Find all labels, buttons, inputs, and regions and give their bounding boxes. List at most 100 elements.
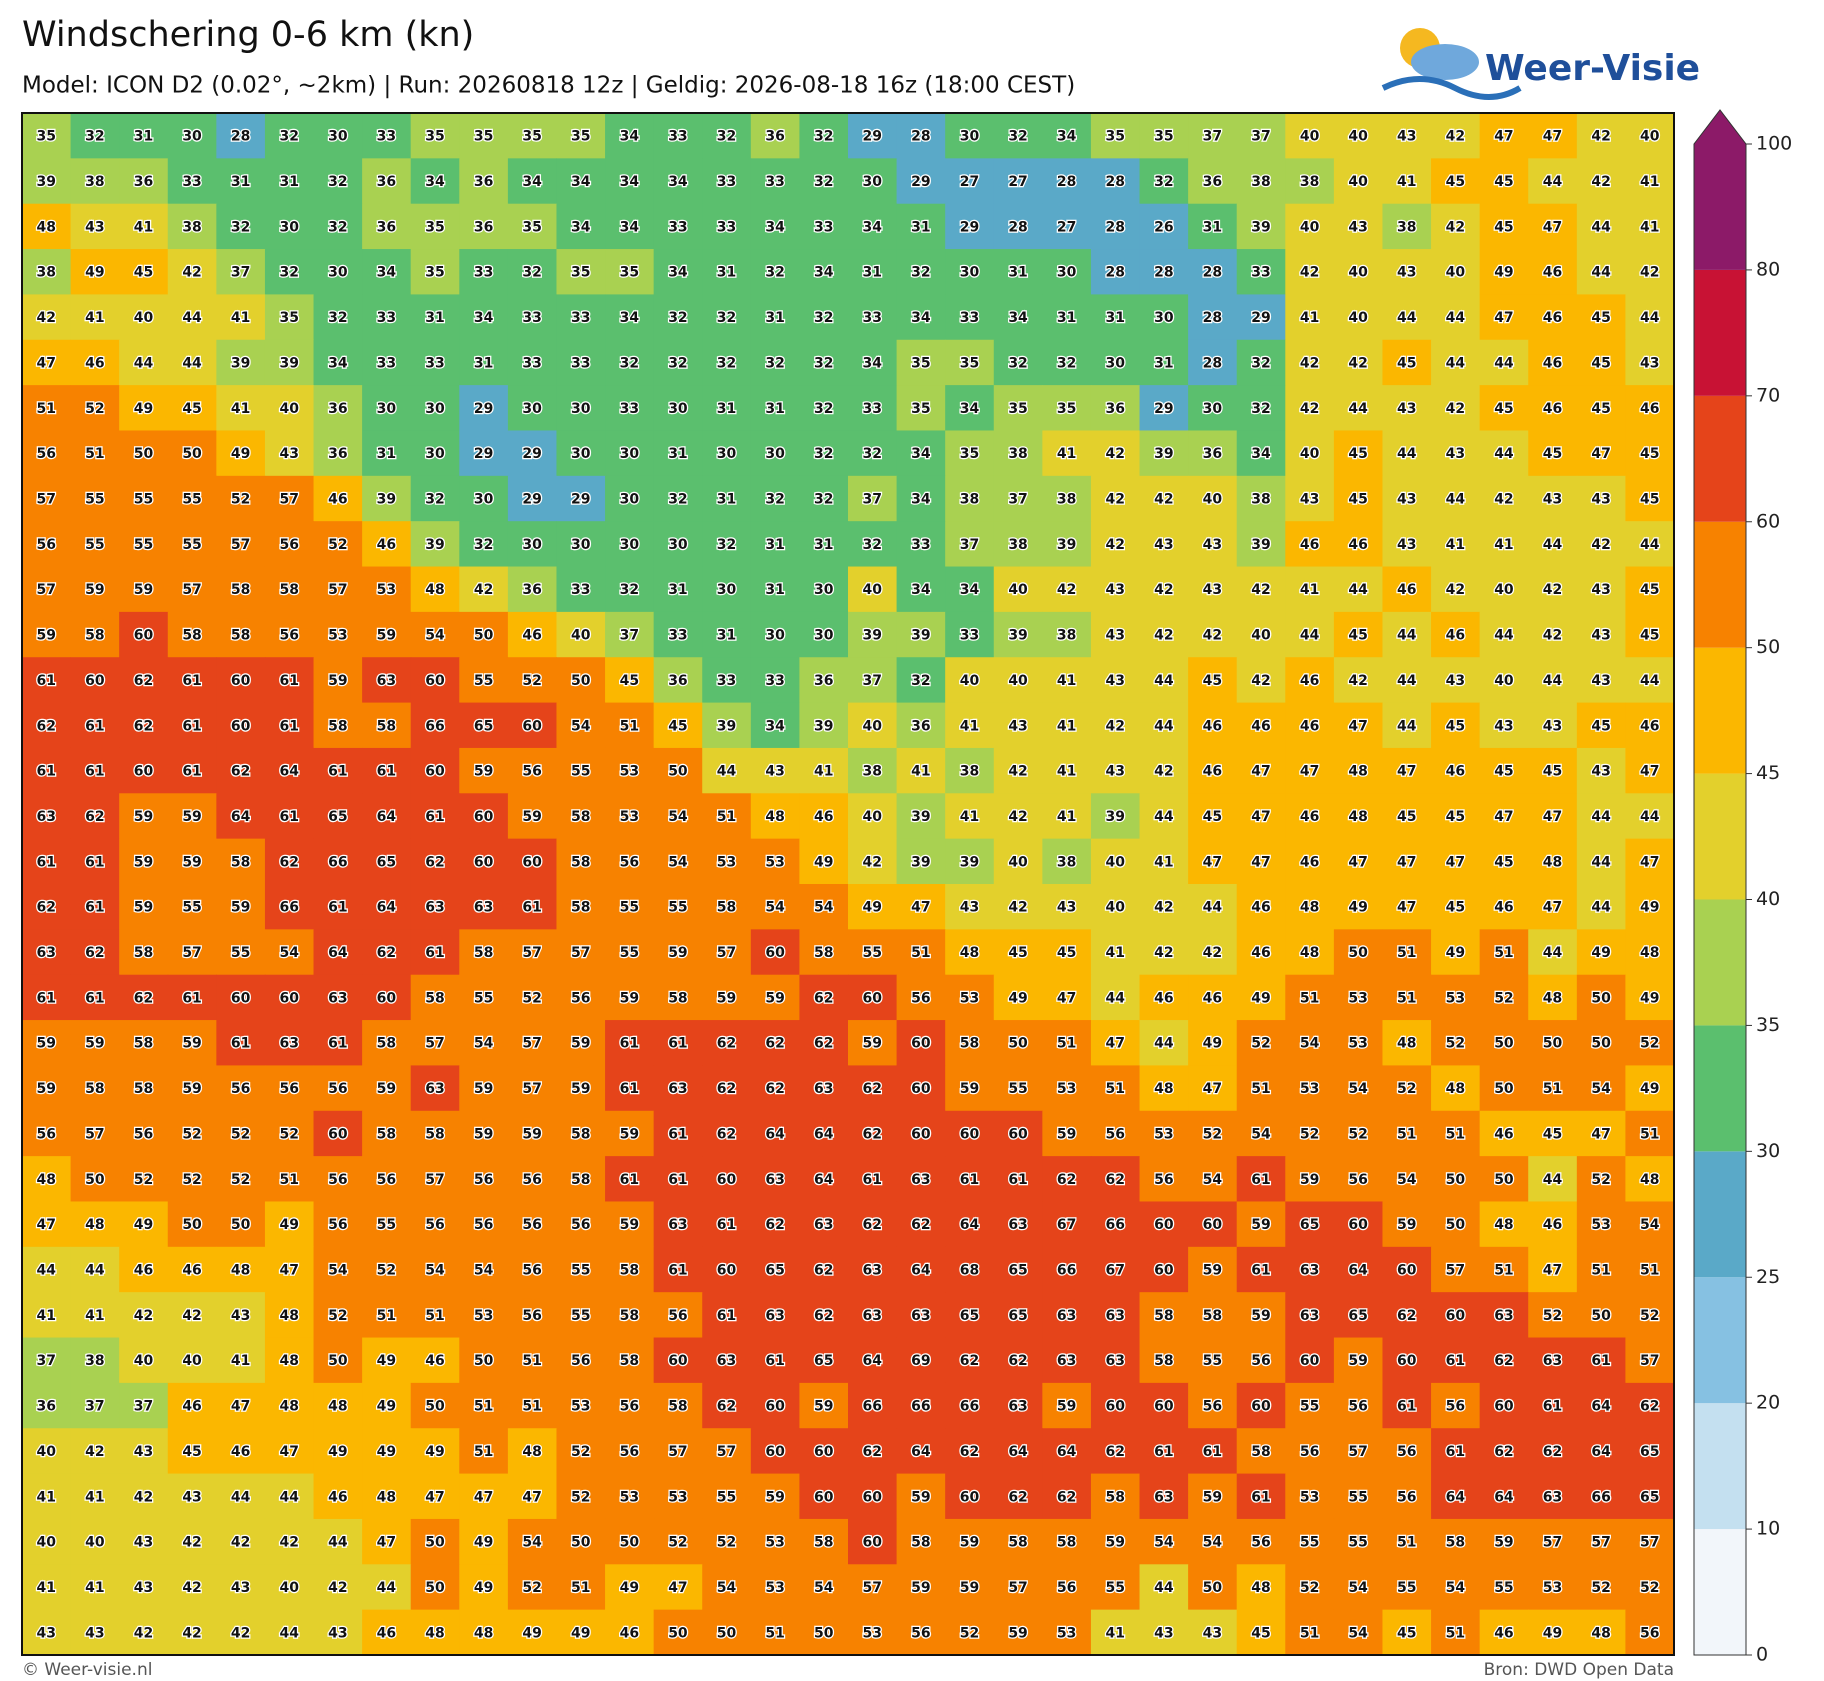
shear-value: 59 xyxy=(911,1489,930,1505)
shear-cell xyxy=(1528,249,1578,295)
shear-value: 61 xyxy=(377,764,396,780)
shear-cell xyxy=(1382,1156,1432,1202)
shear-value: 45 xyxy=(1203,809,1222,825)
shear-value: 58 xyxy=(425,1126,444,1142)
shear-cell xyxy=(119,1609,169,1656)
shear-cell xyxy=(459,929,509,976)
shear-cell xyxy=(945,1156,995,1202)
shear-value: 30 xyxy=(182,129,202,145)
shear-value: 44 xyxy=(1348,401,1368,417)
shear-cell xyxy=(653,1428,703,1475)
shear-cell xyxy=(1333,1292,1383,1339)
shear-value: 44 xyxy=(1397,310,1417,326)
shear-cell xyxy=(70,1473,120,1520)
shear-cell xyxy=(1188,1518,1238,1565)
shear-value: 62 xyxy=(863,1126,882,1142)
shear-value: 57 xyxy=(571,945,590,961)
shear-value: 61 xyxy=(85,718,104,734)
shear-value: 60 xyxy=(1494,1399,1514,1415)
shear-cell xyxy=(1042,521,1092,568)
shear-value: 59 xyxy=(134,809,153,825)
shear-value: 31 xyxy=(765,582,784,598)
shear-value: 50 xyxy=(1591,1036,1611,1052)
shear-value: 51 xyxy=(1446,1126,1465,1142)
shear-value: 62 xyxy=(717,1126,736,1142)
shear-cell xyxy=(848,929,898,976)
shear-cell xyxy=(848,884,898,930)
shear-value: 43 xyxy=(231,1308,250,1324)
shear-value: 60 xyxy=(231,990,251,1006)
shear-cell xyxy=(605,475,655,522)
shear-value: 63 xyxy=(1300,1263,1319,1279)
shear-cell xyxy=(1139,385,1189,431)
shear-value: 48 xyxy=(1251,1580,1270,1596)
shear-cell xyxy=(1576,521,1626,568)
shear-value: 44 xyxy=(1300,628,1320,644)
shear-value: 43 xyxy=(1057,900,1076,916)
shear-cell xyxy=(1479,793,1529,840)
shear-value: 66 xyxy=(279,900,298,916)
shear-cell xyxy=(1528,1065,1578,1112)
shear-cell xyxy=(702,339,752,386)
shear-value: 43 xyxy=(1397,129,1416,145)
shear-value: 60 xyxy=(134,764,154,780)
shear-value: 42 xyxy=(1105,718,1124,734)
shear-cell xyxy=(1188,1473,1238,1520)
shear-value: 43 xyxy=(1203,1625,1222,1641)
shear-cell xyxy=(896,1110,946,1157)
shear-value: 54 xyxy=(474,1036,494,1052)
shear-value: 65 xyxy=(765,1263,784,1279)
shear-cell xyxy=(1479,1156,1529,1202)
shear-value: 41 xyxy=(911,764,930,780)
shear-value: 60 xyxy=(911,1036,931,1052)
shear-value: 62 xyxy=(231,764,250,780)
shear-cell xyxy=(167,294,217,341)
shear-value: 34 xyxy=(1057,129,1077,145)
shear-cell xyxy=(410,1110,460,1157)
shear-value: 62 xyxy=(863,1217,882,1233)
shear-cell xyxy=(264,385,315,431)
shear-cell xyxy=(799,974,849,1021)
shear-value: 55 xyxy=(182,537,201,553)
shear-cell xyxy=(410,521,460,568)
shear-cell xyxy=(313,430,363,477)
shear-cell xyxy=(119,249,169,295)
shear-value: 35 xyxy=(1105,129,1124,145)
shear-value: 59 xyxy=(1203,1263,1222,1279)
shear-cell xyxy=(70,793,120,840)
shear-value: 63 xyxy=(1008,1399,1027,1415)
shear-value: 49 xyxy=(1446,945,1465,961)
shear-value: 38 xyxy=(1008,446,1027,462)
shear-value: 45 xyxy=(1203,673,1222,689)
shear-value: 32 xyxy=(328,219,347,235)
shear-value: 50 xyxy=(571,1535,591,1551)
shear-value: 60 xyxy=(425,764,445,780)
shear-value: 33 xyxy=(571,355,590,371)
shear-value: 67 xyxy=(1057,1217,1076,1233)
shear-cell xyxy=(1333,475,1383,522)
shear-value: 54 xyxy=(814,1580,834,1596)
shear-cell xyxy=(1236,475,1286,522)
shear-value: 42 xyxy=(328,1580,347,1596)
shear-cell xyxy=(896,1382,946,1429)
shear-cell xyxy=(1042,1246,1092,1293)
shear-cell xyxy=(1479,1246,1529,1293)
shear-cell xyxy=(119,1518,169,1565)
colorbar-tick-label: 35 xyxy=(1756,1014,1780,1036)
shear-value: 32 xyxy=(717,310,736,326)
shear-cell xyxy=(264,1156,315,1202)
shear-value: 56 xyxy=(911,1625,930,1641)
shear-value: 38 xyxy=(960,764,979,780)
shear-value: 52 xyxy=(1640,1036,1659,1052)
shear-value: 45 xyxy=(1543,1126,1562,1142)
shear-cell xyxy=(1625,385,1675,431)
shear-value: 31 xyxy=(765,310,784,326)
shear-cell xyxy=(1139,158,1189,205)
shear-value: 62 xyxy=(1397,1308,1416,1324)
shear-value: 62 xyxy=(134,673,153,689)
shear-value: 32 xyxy=(328,310,347,326)
shear-value: 31 xyxy=(765,401,784,417)
shear-cell xyxy=(22,747,72,794)
shear-value: 30 xyxy=(377,401,397,417)
shear-cell xyxy=(750,294,800,341)
